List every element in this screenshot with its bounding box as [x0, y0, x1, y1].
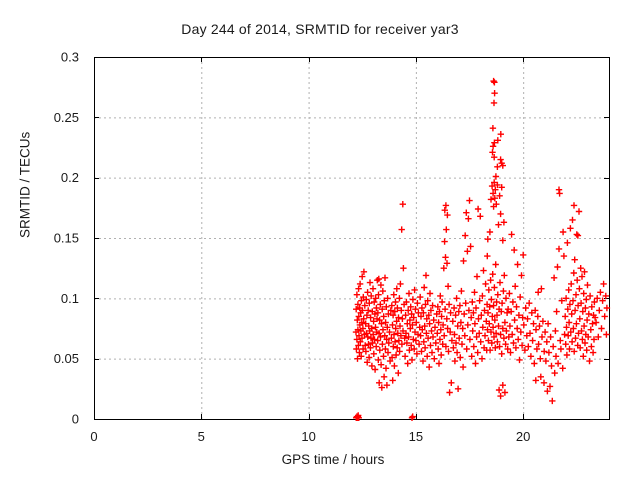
plot-frame [94, 57, 610, 420]
x-tick-label: 10 [301, 429, 315, 444]
y-tick-label: 0.1 [61, 291, 79, 306]
y-tick-label: 0.05 [54, 351, 79, 366]
chart-title: Day 244 of 2014, SRMTID for receiver yar… [181, 21, 459, 37]
x-axis-label: GPS time / hours [281, 452, 385, 467]
y-tick-label: 0.2 [61, 170, 79, 185]
axis-ticks [94, 57, 609, 420]
y-tick-label: 0.15 [54, 231, 79, 246]
scatter-points [352, 77, 611, 421]
x-tick-label: 20 [516, 429, 530, 444]
y-tick-label: 0 [72, 412, 79, 427]
y-tick-label: 0.3 [61, 50, 79, 65]
x-tick-label: 0 [90, 429, 97, 444]
x-tick-label: 15 [409, 429, 423, 444]
x-tick-label: 5 [198, 429, 205, 444]
y-tick-label: 0.25 [54, 110, 79, 125]
